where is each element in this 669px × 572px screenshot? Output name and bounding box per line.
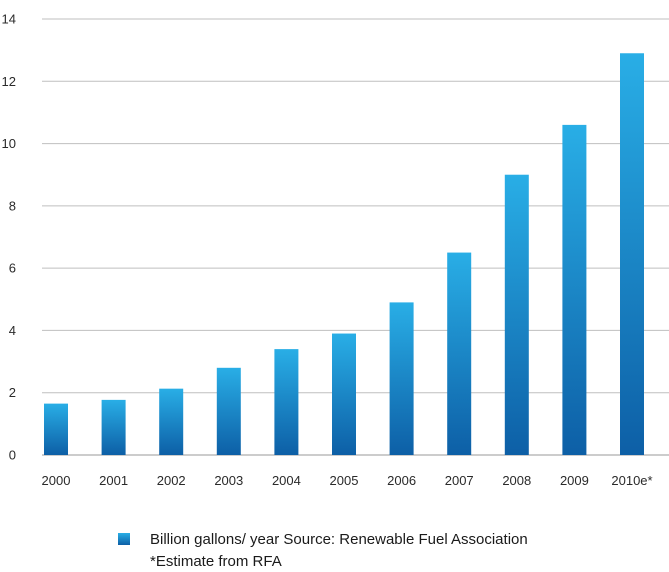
x-axis-ticks: 2000 2001 2002 2003 2004 2005 2006 2007 2008 2009… <box>42 473 653 488</box>
legend-label: Billion gallons/ year Source: Renewable … <box>150 531 528 548</box>
y-tick-label: 2 <box>9 385 16 400</box>
y-tick-label: 10 <box>2 136 16 151</box>
bar-2001 <box>101 399 126 455</box>
bar-2002 <box>159 388 184 455</box>
footnote: *Estimate from RFA <box>150 553 282 570</box>
bars <box>44 53 644 455</box>
bar-2010e <box>620 53 644 455</box>
y-tick-label: 14 <box>2 12 16 27</box>
x-tick-label: 2008 <box>502 473 531 488</box>
x-tick-label: 2006 <box>387 473 416 488</box>
bar-2009 <box>562 124 587 455</box>
y-tick-label: 12 <box>2 74 16 89</box>
bar-2007 <box>447 252 472 455</box>
x-tick-label: 2004 <box>272 473 301 488</box>
bar-2008 <box>504 174 529 455</box>
x-tick-label: 2009 <box>560 473 589 488</box>
legend-swatch <box>118 533 130 545</box>
x-tick-label: 2007 <box>445 473 474 488</box>
bar-2006 <box>389 302 414 455</box>
x-tick-label: 2003 <box>214 473 243 488</box>
bar-2003 <box>216 367 241 455</box>
y-tick-label: 6 <box>9 261 16 276</box>
y-axis-ticks: 0 2 4 6 8 10 12 14 <box>2 12 16 463</box>
y-tick-label: 4 <box>9 323 16 338</box>
x-tick-label: 2005 <box>330 473 359 488</box>
y-tick-label: 0 <box>9 448 16 463</box>
bar-2005 <box>332 333 356 455</box>
x-tick-label: 2000 <box>42 473 71 488</box>
grid-lines <box>42 18 669 456</box>
y-tick-label: 8 <box>9 198 16 213</box>
x-tick-label: 2001 <box>99 473 128 488</box>
x-tick-label: 2010e* <box>611 473 652 488</box>
x-tick-label: 2002 <box>157 473 186 488</box>
bar-2004 <box>274 349 299 455</box>
bar-2000 <box>44 403 68 455</box>
legend: Billion gallons/ year Source: Renewable … <box>118 531 528 570</box>
